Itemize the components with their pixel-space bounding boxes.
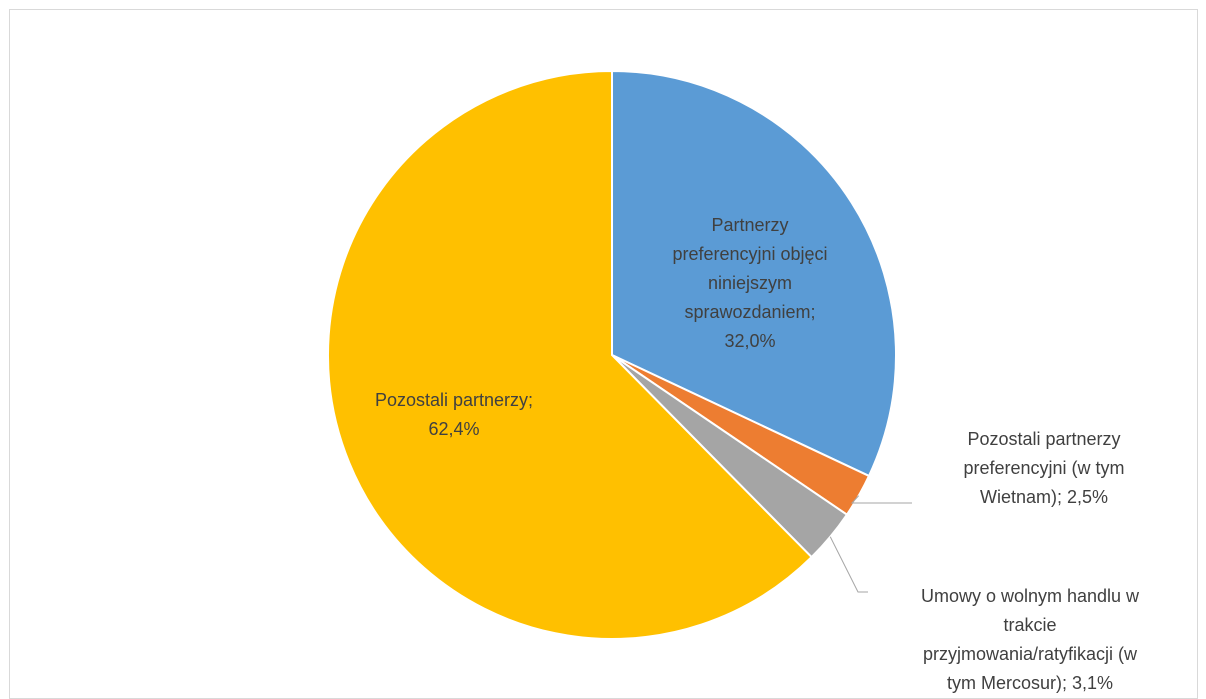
leader-lines (829, 495, 912, 593)
leader-line-umowy-fta (829, 536, 868, 593)
pie-slices (327, 69, 897, 640)
pie-slice-pozostali-partnerzy (327, 69, 813, 640)
pie-slice-partnerzy-objeci (611, 69, 897, 478)
data-label-umowy-fta: Umowy o wolnym handlu w trakcie przyjmow… (920, 586, 1140, 693)
data-label-pozostali-partnerzy: Pozostali partnerzy; 62,4% (374, 390, 534, 439)
leader-line-pozostali-preferencyjni (850, 495, 912, 504)
data-label-partnerzy-objeci: Partnerzy preferencyjni objęci niniejszy… (672, 215, 828, 351)
data-label-pozostali-preferencyjni: Pozostali partnerzy preferencyjni (w tym… (963, 429, 1125, 507)
